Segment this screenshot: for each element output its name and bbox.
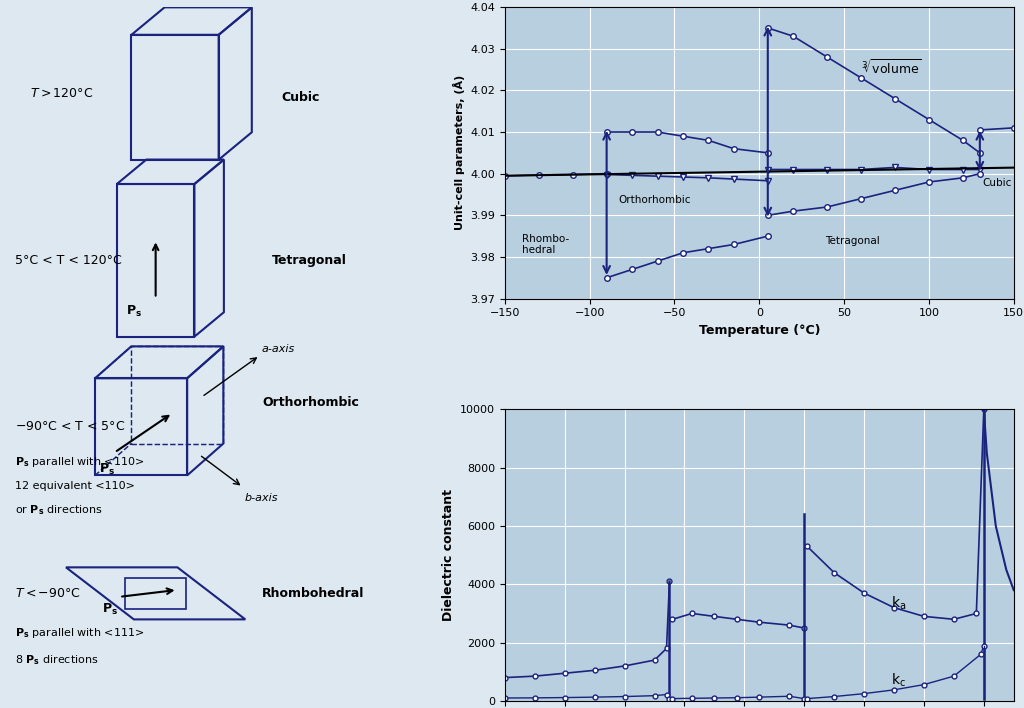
Text: Orthorhombic: Orthorhombic [262, 396, 359, 409]
Text: $\mathbf{P_s}$: $\mathbf{P_s}$ [101, 602, 118, 617]
Text: or $\mathbf{P_s}$ directions: or $\mathbf{P_s}$ directions [15, 503, 103, 518]
Text: Cubic: Cubic [282, 91, 321, 104]
Y-axis label: Unit-cell parameters, (Å): Unit-cell parameters, (Å) [453, 75, 465, 231]
Text: $\mathbf{P_s}$: $\mathbf{P_s}$ [126, 304, 142, 319]
Text: 8 $\mathbf{P_s}$ directions: 8 $\mathbf{P_s}$ directions [15, 653, 98, 666]
Text: k$_\mathrm{c}$: k$_\mathrm{c}$ [891, 672, 906, 690]
Text: k$_\mathrm{a}$: k$_\mathrm{a}$ [891, 595, 906, 612]
X-axis label: Temperature (°C): Temperature (°C) [698, 324, 820, 337]
Text: Tetragonal: Tetragonal [272, 254, 347, 267]
Text: $T > 120°$C: $T > 120°$C [30, 87, 93, 101]
Text: Tetragonal: Tetragonal [825, 236, 880, 246]
Text: 5°C < T < 120°C: 5°C < T < 120°C [15, 254, 122, 267]
Text: Cubic: Cubic [982, 178, 1012, 188]
Text: b-axis: b-axis [245, 493, 278, 503]
Text: Rhombo-
hedral: Rhombo- hedral [522, 234, 569, 256]
Text: $^3\!\!\sqrt{\mathrm{volume}}$: $^3\!\!\sqrt{\mathrm{volume}}$ [861, 58, 922, 76]
Text: $T < -90°$C: $T < -90°$C [15, 587, 81, 600]
Text: Rhombohedral: Rhombohedral [262, 587, 365, 600]
Text: $-90°$C < T < 5°C: $-90°$C < T < 5°C [15, 421, 125, 433]
Text: Orthorhombic: Orthorhombic [617, 195, 690, 205]
Text: $\mathbf{P_s}$: $\mathbf{P_s}$ [99, 462, 116, 477]
Text: $\mathbf{P_s}$ parallel with <111>: $\mathbf{P_s}$ parallel with <111> [15, 627, 144, 641]
Text: a-axis: a-axis [261, 344, 295, 354]
Text: $\mathbf{P_s}$ parallel with <110>: $\mathbf{P_s}$ parallel with <110> [15, 455, 144, 469]
Y-axis label: Dielectric constant: Dielectric constant [441, 489, 455, 621]
Text: 12 equivalent <110>: 12 equivalent <110> [15, 481, 135, 491]
